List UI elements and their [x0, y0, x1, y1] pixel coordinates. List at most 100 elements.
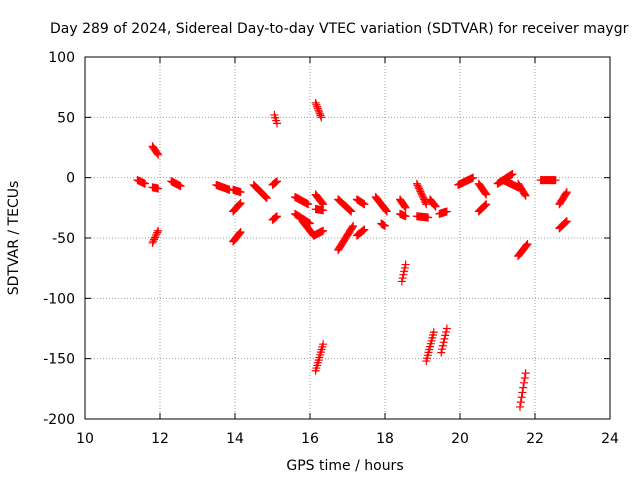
- data-point: [347, 207, 356, 216]
- data-point: [437, 348, 446, 357]
- data-point: [154, 184, 163, 193]
- data-point: [273, 119, 281, 128]
- data-point: [520, 373, 529, 382]
- data-point: [520, 378, 529, 387]
- data-point: [429, 328, 438, 337]
- chart-title: Day 289 of 2024, Sidereal Day-to-day VTE…: [50, 21, 629, 37]
- data-point: [400, 267, 409, 276]
- data-point: [482, 190, 491, 199]
- data-point: [551, 176, 560, 185]
- observation-arc: [268, 212, 281, 224]
- observation-arc: [422, 328, 438, 366]
- data-point: [272, 177, 281, 186]
- observation-arc: [334, 195, 356, 216]
- observation-arc: [396, 209, 410, 221]
- data-point: [141, 179, 149, 188]
- data-point: [382, 207, 391, 216]
- observation-arc: [311, 340, 328, 375]
- observation-arc: [229, 227, 245, 246]
- observation-arc: [311, 190, 328, 209]
- data-point: [401, 203, 410, 212]
- observation-arc: [555, 217, 571, 233]
- data-point: [360, 225, 369, 234]
- data-point: [317, 198, 326, 207]
- observation-arc: [396, 195, 410, 212]
- data-point: [311, 98, 320, 107]
- data-point: [150, 233, 159, 242]
- data-point: [349, 221, 358, 230]
- data-point: [518, 388, 527, 397]
- observation-arc: [270, 110, 281, 128]
- y-tick-label: 50: [57, 110, 75, 126]
- y-tick-label: -150: [43, 352, 75, 368]
- data-point: [271, 178, 280, 187]
- data-point: [148, 238, 157, 247]
- observation-arc: [516, 369, 530, 411]
- observation-arc: [412, 179, 431, 209]
- data-point: [346, 206, 355, 215]
- data-point: [400, 263, 409, 272]
- data-point: [424, 213, 433, 222]
- data-point: [317, 113, 326, 122]
- observation-arc: [377, 219, 389, 230]
- x-axis-label: GPS time / hours: [286, 458, 403, 474]
- observation-arc: [435, 207, 451, 218]
- data-point: [441, 331, 450, 340]
- data-point: [442, 324, 451, 333]
- data-point: [360, 200, 369, 209]
- y-tick-label: -100: [43, 291, 75, 307]
- data-point: [521, 369, 530, 378]
- data-point: [236, 188, 245, 197]
- data-point: [319, 340, 328, 349]
- observation-arc: [291, 192, 313, 209]
- observation-arc: [371, 192, 391, 216]
- data-point: [315, 107, 324, 116]
- observation-arc: [555, 188, 571, 209]
- data-point: [304, 200, 313, 209]
- observation-arc: [397, 260, 410, 286]
- data-point: [149, 237, 158, 246]
- data-point: [313, 104, 322, 113]
- data-point: [358, 226, 367, 235]
- data-point: [562, 217, 571, 226]
- data-point: [345, 206, 354, 215]
- observation-arc: [536, 176, 560, 185]
- data-point: [399, 270, 408, 279]
- observation-arc: [474, 179, 491, 199]
- data-point: [312, 100, 321, 109]
- data-point: [516, 402, 524, 411]
- observation-arc: [437, 324, 451, 357]
- observation-arc: [352, 225, 369, 240]
- data-point: [508, 170, 517, 179]
- data-point: [469, 173, 478, 182]
- observation-arc: [311, 205, 328, 215]
- x-tick-label: 20: [451, 431, 469, 447]
- observation-arc: [133, 176, 149, 188]
- observation-arc: [148, 183, 163, 193]
- data-point: [519, 383, 528, 392]
- data-point: [235, 199, 244, 208]
- data-point: [562, 189, 571, 198]
- x-tick-label: 18: [376, 431, 394, 447]
- x-tick-label: 10: [76, 431, 94, 447]
- x-tick-label: 12: [151, 431, 169, 447]
- data-point: [381, 205, 390, 214]
- data-point: [520, 190, 529, 199]
- data-point: [271, 213, 280, 222]
- data-point: [318, 199, 327, 208]
- data-point: [176, 182, 185, 191]
- observation-arc: [426, 195, 440, 211]
- observation-arc: [148, 226, 163, 247]
- data-point: [442, 327, 451, 336]
- plot-frame: [84, 56, 611, 420]
- observation-arc: [212, 180, 234, 194]
- data-point: [315, 109, 324, 118]
- data-point: [236, 227, 245, 236]
- x-tick-label: 22: [526, 431, 544, 447]
- data-point: [521, 191, 530, 200]
- data-point: [397, 277, 406, 286]
- data-point: [262, 193, 271, 202]
- data-point: [236, 199, 245, 208]
- data-point: [401, 260, 410, 269]
- data-point: [562, 217, 571, 226]
